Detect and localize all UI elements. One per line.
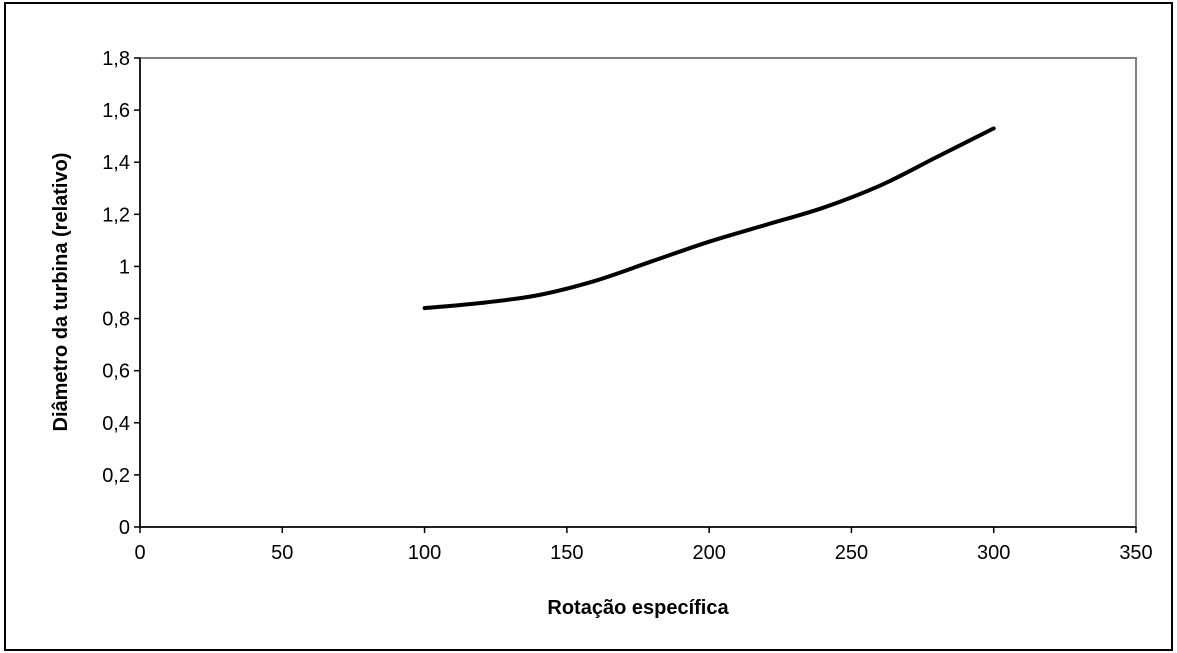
series-line: [422, 126, 996, 311]
chart-frame: [4, 2, 1173, 651]
y-tick-label: 1,4: [102, 152, 130, 174]
x-tick-label: 50: [271, 542, 293, 564]
x-tick-label: 300: [977, 542, 1010, 564]
y-tick-label: 0,6: [102, 361, 130, 383]
y-axis-title: Diâmetro da turbina (relativo): [50, 153, 72, 432]
x-tick-label: 100: [408, 542, 441, 564]
y-tick-label: 1,8: [102, 48, 130, 70]
y-ticks: 0 0,2 0,4 0,6 0,8 1 1,2 1,4 1,6 1,8: [102, 48, 140, 539]
x-tick-label: 200: [692, 542, 725, 564]
y-tick-label: 0,4: [102, 413, 130, 435]
x-tick-label: 350: [1119, 542, 1152, 564]
y-tick-label: 1,6: [102, 100, 130, 122]
y-tick-label: 0,2: [102, 465, 130, 487]
y-tick-label: 1: [119, 256, 130, 278]
x-ticks: 0 50 100 150 200 250 300 350: [134, 527, 1153, 564]
x-tick-label: 150: [550, 542, 583, 564]
plot-area-border: [139, 57, 1137, 528]
y-tick-label: 0,8: [102, 309, 130, 331]
y-tick-label: 0: [119, 517, 130, 539]
series-group: [422, 126, 996, 311]
y-tick-label: 1,2: [102, 204, 130, 226]
x-tick-label: 0: [134, 542, 145, 564]
x-tick-label: 250: [835, 542, 868, 564]
x-axis-title: Rotação específica: [547, 597, 729, 619]
